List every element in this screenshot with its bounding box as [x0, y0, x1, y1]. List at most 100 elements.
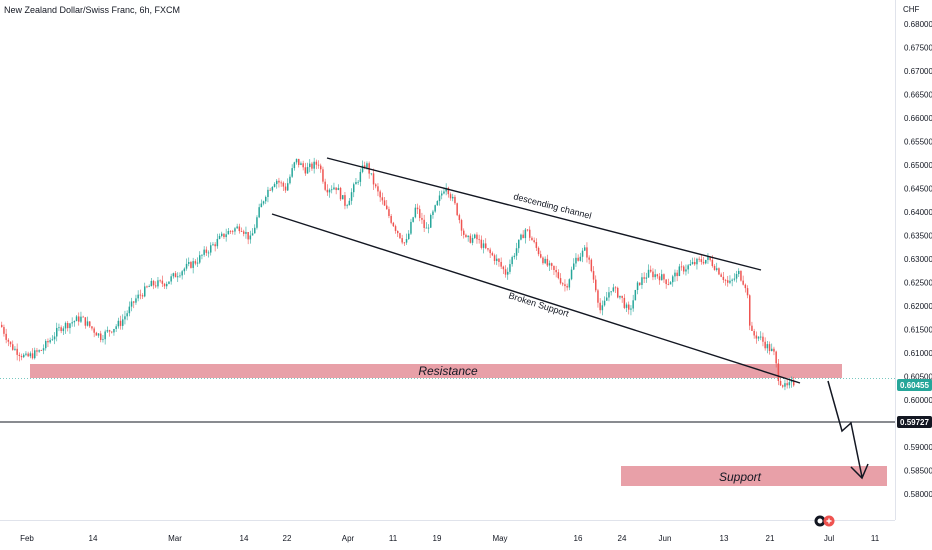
candle-down — [537, 247, 540, 255]
candle-up — [641, 277, 643, 285]
candle-up — [251, 233, 254, 236]
candle-up — [474, 234, 476, 238]
support-zone — [621, 466, 887, 486]
candle-up — [157, 280, 159, 287]
candle-down — [317, 164, 320, 166]
price-tick-label: 0.61000 — [904, 349, 932, 358]
candle-down — [683, 266, 685, 272]
candle-down — [533, 240, 535, 243]
candle-up — [115, 326, 117, 329]
candle-down — [383, 200, 386, 206]
price-tick-label: 0.62000 — [904, 302, 932, 311]
candle-up — [584, 247, 586, 251]
candle-down — [755, 335, 758, 339]
candle-down — [78, 316, 80, 322]
candle-up — [126, 313, 128, 317]
candle-down — [9, 341, 12, 345]
candle-up — [636, 282, 639, 290]
candle-up — [691, 262, 694, 264]
candle-up — [168, 281, 170, 284]
broken-support-line[interactable] — [271, 213, 801, 384]
candle-up — [729, 280, 731, 283]
candle-up — [291, 168, 293, 177]
candle-down — [489, 249, 491, 254]
candle-down — [84, 317, 87, 326]
time-tick-label: 24 — [618, 534, 627, 543]
candle-up — [513, 255, 516, 258]
candle-down — [159, 280, 161, 282]
candle-down — [562, 283, 564, 285]
candle-down — [698, 258, 700, 260]
descending-channel-line[interactable] — [326, 157, 762, 271]
candle-down — [20, 355, 23, 358]
candle-down — [302, 163, 304, 168]
candle-up — [192, 261, 194, 268]
candle-up — [414, 207, 417, 218]
candle-up — [436, 201, 439, 206]
candle-down — [551, 263, 553, 266]
candle-down — [449, 194, 452, 199]
candle-down — [456, 203, 458, 216]
candle-up — [106, 330, 109, 332]
candle-down — [559, 278, 562, 284]
candle-down — [390, 215, 392, 223]
time-tick-label: 16 — [574, 534, 583, 543]
candle-down — [399, 233, 401, 239]
candle-up — [337, 187, 340, 191]
candle-down — [694, 262, 696, 265]
candle-down — [155, 285, 157, 287]
candle-down — [485, 243, 487, 249]
candle-down — [476, 234, 478, 240]
time-tick-label: Mar — [168, 534, 182, 543]
candle-down — [284, 186, 287, 191]
candle-down — [786, 383, 788, 386]
candle-down — [386, 205, 388, 210]
candle-up — [619, 295, 621, 298]
candle-down — [779, 380, 782, 386]
candle-down — [665, 279, 667, 285]
candle-up — [267, 189, 269, 197]
candle-down — [190, 262, 192, 268]
candle-down — [379, 191, 381, 198]
projection-path[interactable] — [827, 380, 863, 478]
candle-up — [225, 234, 227, 238]
candle-down — [526, 229, 529, 231]
candle-down — [700, 259, 703, 262]
candle-down — [269, 189, 271, 191]
candle-down — [388, 209, 390, 216]
candle-up — [313, 161, 315, 169]
candle-up — [427, 227, 430, 229]
candle-down — [599, 302, 601, 311]
candle-up — [735, 274, 738, 279]
candle-down — [478, 239, 480, 241]
candle-down — [40, 350, 43, 352]
candle-up — [568, 279, 571, 288]
candle-down — [12, 344, 14, 350]
time-axis[interactable]: Feb 14 Mar 14 22 Apr 11 19 May 16 24 Jun 13 21 Jul 11 — [20, 534, 880, 543]
candle-up — [80, 316, 82, 322]
candle-down — [522, 234, 524, 239]
candle-up — [293, 162, 296, 169]
tradingview-logo-icon[interactable] — [814, 515, 835, 527]
candle-down — [240, 231, 243, 232]
candle-down — [93, 328, 95, 333]
candle-up — [331, 189, 333, 191]
candle-up — [196, 262, 199, 264]
candle-up — [177, 276, 179, 278]
candle-up — [544, 258, 546, 264]
candle-down — [557, 272, 560, 279]
candle-down — [320, 165, 322, 170]
candle-up — [221, 233, 223, 236]
candle-down — [146, 286, 148, 288]
candle-down — [454, 196, 456, 204]
candle-up — [612, 287, 615, 292]
last-price-value: 0.60455 — [900, 381, 929, 390]
price-tick-label: 0.60500 — [904, 373, 932, 382]
candle-up — [408, 233, 410, 240]
candle-down — [564, 284, 566, 287]
candle-down — [702, 261, 705, 264]
candle-up — [685, 269, 687, 272]
candle-up — [570, 269, 573, 280]
